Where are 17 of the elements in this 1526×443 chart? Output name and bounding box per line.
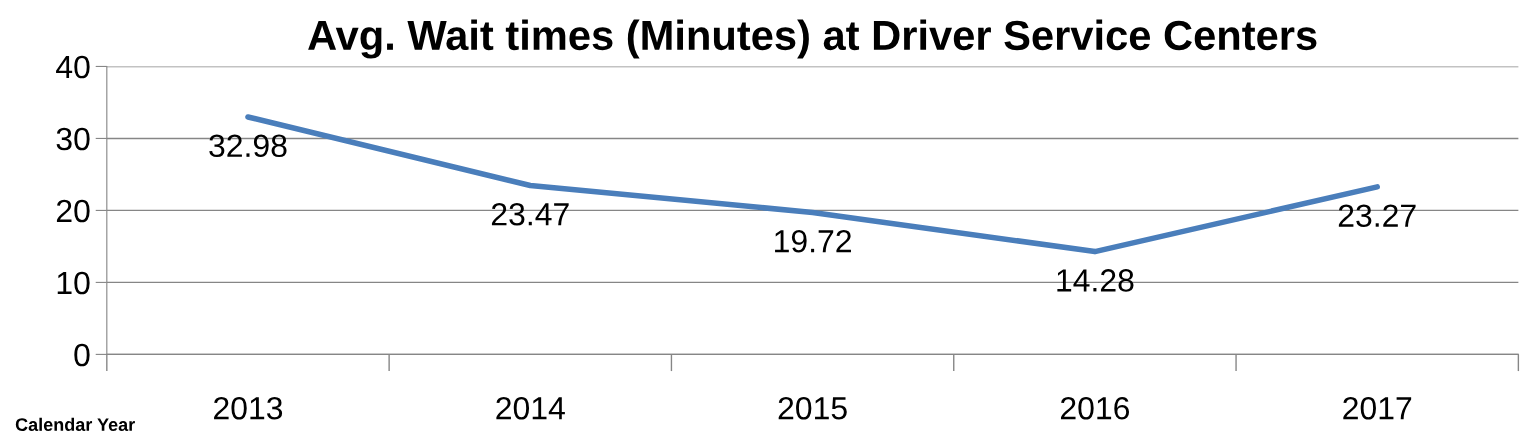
data-label: 14.28 [1057, 269, 1134, 292]
y-tick-label: 0 [74, 343, 90, 367]
y-tick-label: 20 [56, 199, 90, 223]
x-tick-label: 2017 [1343, 396, 1412, 420]
data-label: 23.47 [491, 202, 569, 226]
x-tick-label: 2014 [496, 396, 565, 420]
data-label: 32.98 [209, 134, 287, 158]
chart-title: Avg. Wait times (Minutes) at Driver Service Centers [308, 19, 1317, 59]
data-label: 19.72 [775, 229, 851, 253]
y-tick-label: 40 [56, 55, 90, 79]
x-tick-label: 2013 [214, 396, 283, 420]
data-label: 23.27 [1338, 204, 1416, 228]
x-axis-title: Calendar Year [15, 417, 135, 432]
y-tick-label: 30 [56, 127, 90, 151]
x-tick-label: 2016 [1060, 396, 1130, 420]
y-tick-label: 10 [57, 271, 90, 295]
x-tick-label: 2015 [778, 396, 847, 420]
